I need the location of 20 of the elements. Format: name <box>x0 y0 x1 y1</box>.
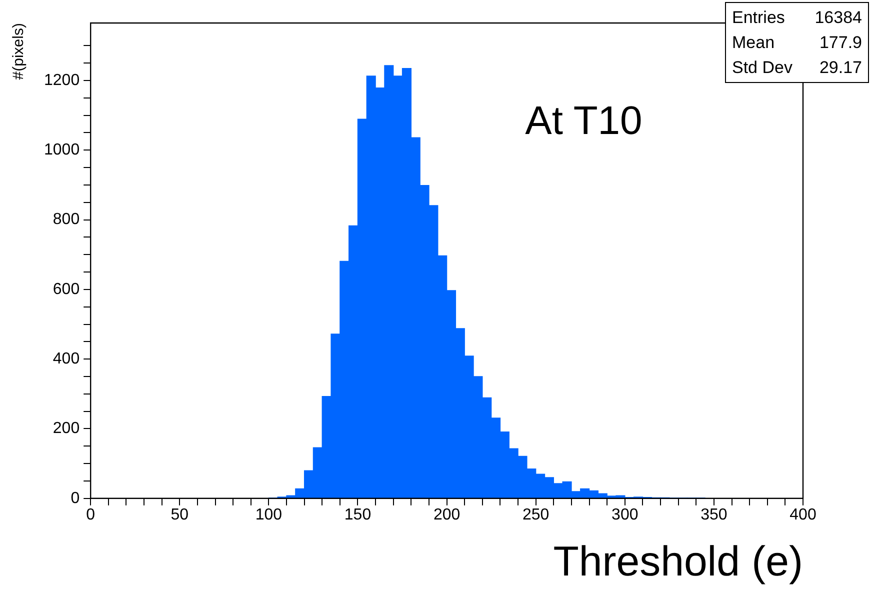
x-tick-label: 350 <box>700 506 728 524</box>
x-axis-title: Threshold (e) <box>553 537 803 584</box>
x-tick-label: 300 <box>612 506 638 524</box>
y-tick-label: 600 <box>52 280 80 298</box>
x-tick-label: 0 <box>86 506 96 524</box>
y-tick-label: 1000 <box>44 142 80 159</box>
statistics-box: Entries 16384 Mean 177.9 Std Dev 29.17 <box>725 2 869 83</box>
y-tick-label: 200 <box>52 420 80 438</box>
x-tick-label: 150 <box>344 506 372 524</box>
y-tick-label: 800 <box>52 211 80 228</box>
y-tick-label: 400 <box>52 350 80 368</box>
x-tick-label: 250 <box>522 506 550 524</box>
x-tick-label: 400 <box>790 506 816 524</box>
x-tick-label: 200 <box>433 506 460 524</box>
x-tick-label: 50 <box>170 506 189 524</box>
x-tick-label: 100 <box>255 506 282 524</box>
annotation: At T10 <box>525 99 642 144</box>
y-axis-title: #(pixels) <box>10 23 28 80</box>
y-tick-label: 1200 <box>44 72 80 89</box>
y-tick-label: 0 <box>70 490 80 507</box>
